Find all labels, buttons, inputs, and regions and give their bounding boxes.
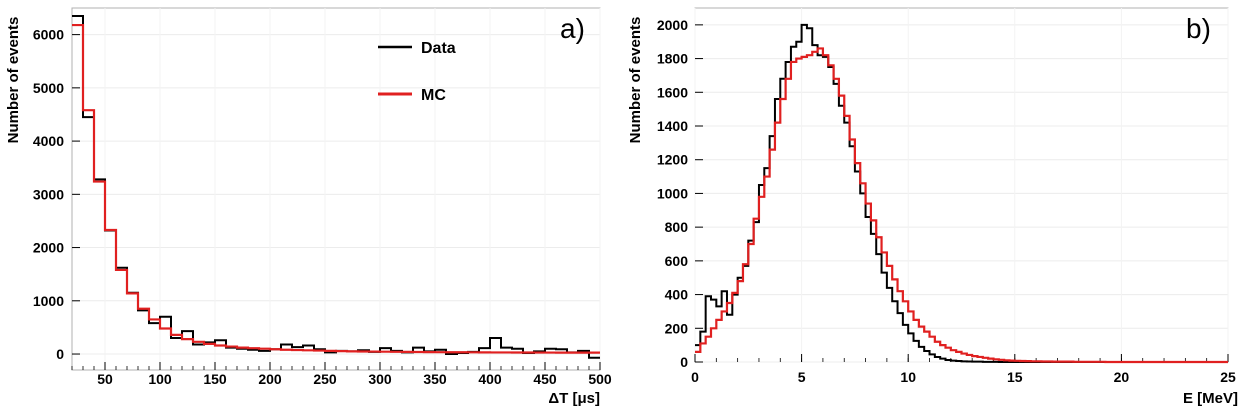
y-tick-label: 1200 <box>657 152 688 168</box>
x-tick-label: 20 <box>1114 369 1130 385</box>
y-tick-label: 1800 <box>657 51 688 67</box>
panel-a: 50 100 150 200 250 300 350 400 450 500 0 1000 2000 3… <box>5 7 612 407</box>
x-tick-label: 250 <box>313 371 337 387</box>
panel-a-x-ticks: 50 100 150 200 250 300 350 400 450 500 <box>71 362 612 387</box>
x-tick-label: 5 <box>798 369 806 385</box>
panel-a-y-ticks: 0 1000 2000 3000 4000 5000 6000 <box>33 27 80 362</box>
x-tick-label: 25 <box>1220 369 1236 385</box>
panel-b-grid <box>694 8 1229 363</box>
x-tick-label: 10 <box>900 369 916 385</box>
panel-b-label: b) <box>1186 13 1211 44</box>
panel-b-ylabel: Number of events <box>627 17 644 144</box>
y-tick-label: 1600 <box>657 84 688 100</box>
y-tick-label: 800 <box>665 219 689 235</box>
y-tick-label: 1000 <box>33 293 64 309</box>
panel-a-xlabel: ΔT [μs] <box>548 390 600 407</box>
x-tick-label: 200 <box>258 371 282 387</box>
panel-b: 0 5 10 15 20 25 0 200 400 600 800 1000 1200 1400 1600… <box>627 7 1238 407</box>
x-tick-label: 350 <box>423 371 447 387</box>
y-tick-label: 1400 <box>657 118 688 134</box>
y-tick-label: 4000 <box>33 133 64 149</box>
legend-mc-label: MC <box>421 87 446 104</box>
panel-a-series <box>72 14 600 359</box>
y-tick-label: 1000 <box>657 185 688 201</box>
panel-a-ylabel: Number of events <box>5 17 22 144</box>
y-tick-label: 2000 <box>657 17 688 33</box>
y-tick-label: 200 <box>665 320 689 336</box>
y-tick-label: 6000 <box>33 27 64 43</box>
y-tick-label: 3000 <box>33 186 64 202</box>
x-tick-label: 400 <box>478 371 502 387</box>
y-tick-label: 5000 <box>33 80 64 96</box>
panel-a-grid <box>72 8 601 370</box>
panel-b-xlabel: E [MeV] <box>1183 390 1238 407</box>
legend-data-label: Data <box>421 40 456 57</box>
x-tick-label: 0 <box>691 369 699 385</box>
panel-b-plot-frame <box>694 7 1229 363</box>
x-tick-label: 500 <box>588 371 612 387</box>
x-tick-label: 100 <box>148 371 172 387</box>
y-tick-label: 600 <box>665 253 689 269</box>
panel-b-y-ticks: 0 200 400 600 800 1000 1200 1400 1600 1800 2000 <box>657 17 703 370</box>
y-tick-label: 0 <box>56 346 64 362</box>
y-tick-label: 400 <box>665 287 689 303</box>
x-tick-label: 50 <box>97 371 113 387</box>
panel-b-x-ticks: 0 5 10 15 20 25 <box>691 354 1236 385</box>
y-tick-label: 2000 <box>33 240 64 256</box>
x-tick-label: 15 <box>1007 369 1023 385</box>
panel-a-plot-frame <box>71 7 601 371</box>
panel-b-series <box>695 23 1228 364</box>
series-mc-line <box>695 47 1228 364</box>
series-mc-line <box>72 23 600 354</box>
x-tick-label: 450 <box>533 371 557 387</box>
legend: Data MC <box>378 40 456 104</box>
panel-a-label: a) <box>560 13 585 44</box>
y-tick-label: 0 <box>680 354 688 370</box>
x-tick-label: 150 <box>203 371 227 387</box>
x-tick-label: 300 <box>368 371 392 387</box>
